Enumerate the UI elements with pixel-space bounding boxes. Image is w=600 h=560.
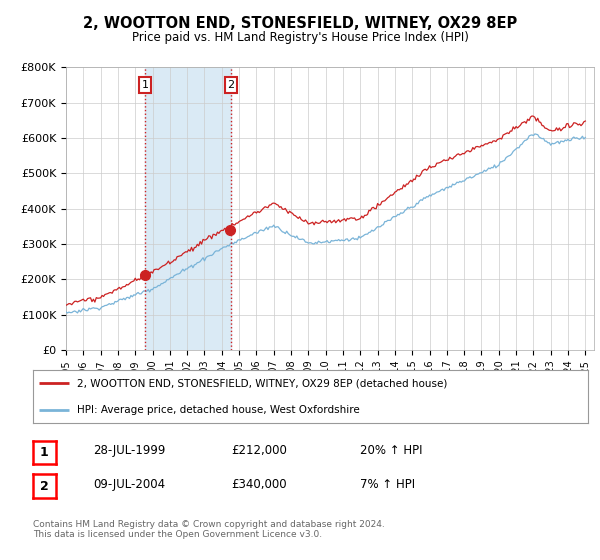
- Text: Contains HM Land Registry data © Crown copyright and database right 2024.
This d: Contains HM Land Registry data © Crown c…: [33, 520, 385, 539]
- Text: 2: 2: [227, 80, 235, 90]
- Text: 28-JUL-1999: 28-JUL-1999: [93, 444, 166, 458]
- Bar: [145, 67, 231, 350]
- Text: 1: 1: [142, 80, 149, 90]
- Text: 2, WOOTTON END, STONESFIELD, WITNEY, OX29 8EP: 2, WOOTTON END, STONESFIELD, WITNEY, OX2…: [83, 16, 517, 31]
- Text: 7% ↑ HPI: 7% ↑ HPI: [360, 478, 415, 491]
- Text: £212,000: £212,000: [231, 444, 287, 458]
- Text: 2, WOOTTON END, STONESFIELD, WITNEY, OX29 8EP (detached house): 2, WOOTTON END, STONESFIELD, WITNEY, OX2…: [77, 379, 448, 389]
- Text: 09-JUL-2004: 09-JUL-2004: [93, 478, 165, 491]
- Text: Price paid vs. HM Land Registry's House Price Index (HPI): Price paid vs. HM Land Registry's House …: [131, 31, 469, 44]
- Text: 1: 1: [40, 446, 49, 459]
- Text: £340,000: £340,000: [231, 478, 287, 491]
- Text: HPI: Average price, detached house, West Oxfordshire: HPI: Average price, detached house, West…: [77, 405, 360, 415]
- Text: 20% ↑ HPI: 20% ↑ HPI: [360, 444, 422, 458]
- Text: 2: 2: [40, 479, 49, 493]
